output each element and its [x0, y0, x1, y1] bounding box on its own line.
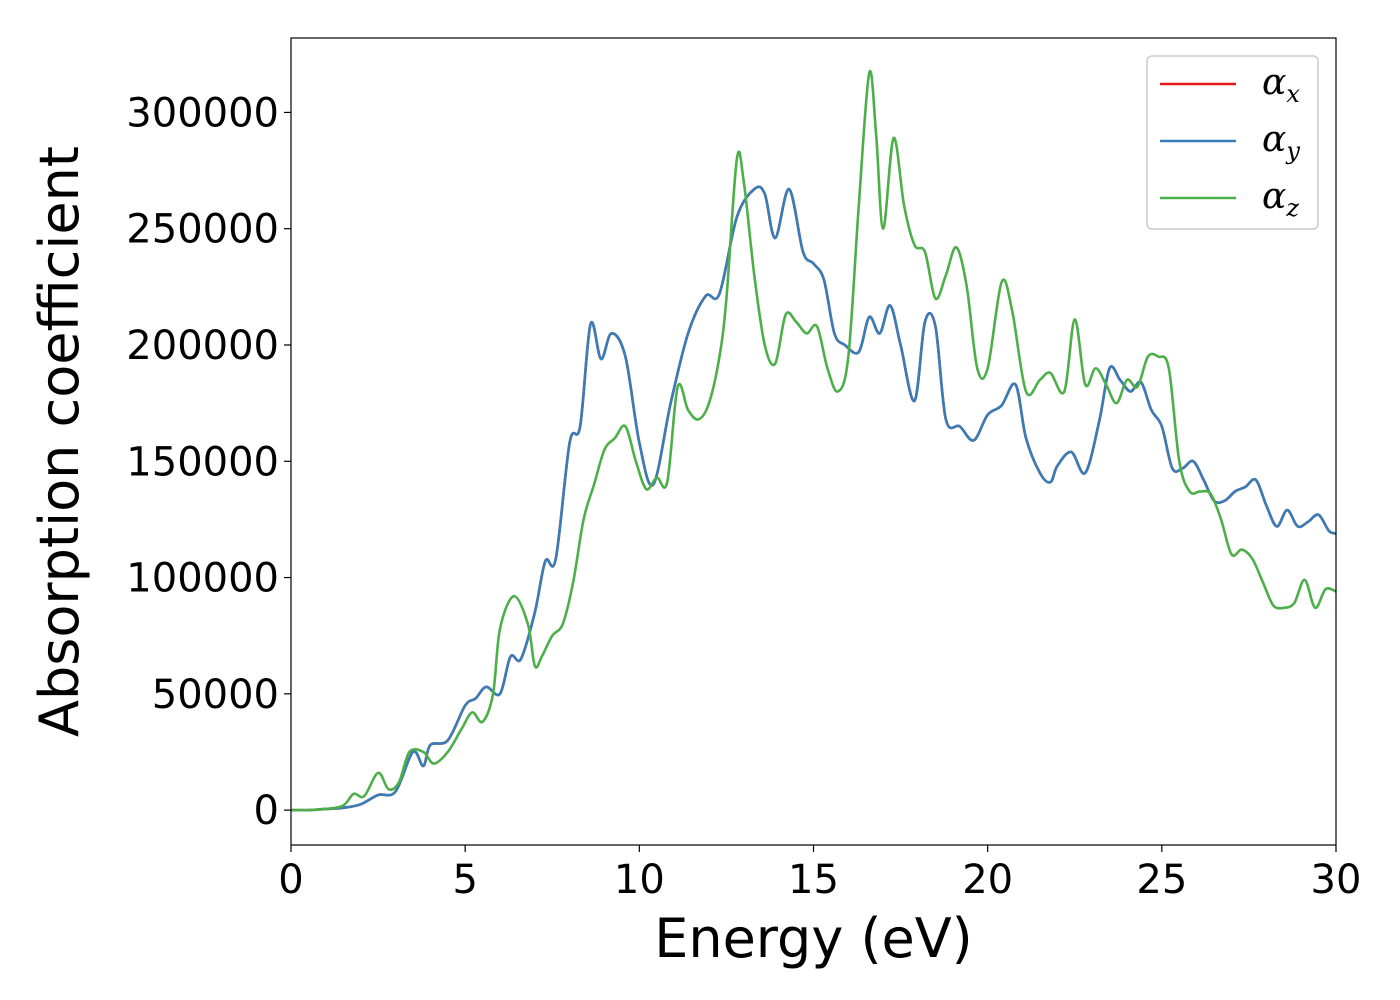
y-tick-label: 200000: [126, 323, 279, 369]
series-line-y: [291, 185, 1336, 812]
x-tick-label: 25: [1136, 857, 1187, 903]
y-tick-label: 150000: [126, 439, 279, 485]
x-tick-label: 10: [614, 857, 665, 903]
y-tick-label: 50000: [152, 672, 279, 718]
y-axis-title: Absorption coefficient: [28, 146, 91, 737]
x-tick-label: 20: [962, 857, 1013, 903]
y-tick-label: 250000: [126, 207, 279, 253]
x-tick-label: 30: [1311, 857, 1362, 903]
y-tick-label: 100000: [126, 556, 279, 602]
series-layer: [291, 69, 1336, 812]
x-axis-title: Energy (eV): [654, 907, 973, 970]
x-tick-label: 15: [788, 857, 839, 903]
x-tick-label: 0: [278, 857, 303, 903]
y-tick-label: 0: [254, 788, 279, 834]
series-line-x: [291, 185, 1336, 812]
y-tick-label: 300000: [126, 90, 279, 136]
series-line-z: [291, 69, 1336, 812]
legend-box: [1146, 55, 1319, 230]
ticks-layer: 0 5 10 15 20 25 30 0 50000 100000 150000 200000 2500…: [126, 90, 1361, 903]
x-tick-label: 5: [452, 857, 477, 903]
